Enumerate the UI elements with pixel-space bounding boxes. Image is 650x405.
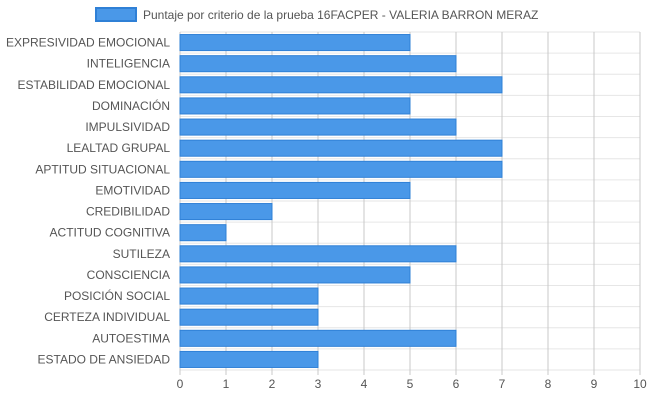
x-tick-label: 7 — [499, 377, 506, 391]
x-tick-label: 10 — [633, 377, 647, 391]
category-label: POSICIÓN SOCIAL — [64, 288, 170, 303]
category-label: EMOTIVIDAD — [95, 183, 170, 197]
bar[interactable] — [179, 245, 457, 263]
x-tick-layer: 0 1 2 3 4 5 6 7 8 9 10 — [177, 377, 647, 391]
bar[interactable] — [179, 181, 411, 199]
category-label: ACTITUD COGNITIVA — [50, 226, 170, 240]
x-tick-label: 0 — [177, 377, 184, 391]
bar-layer — [179, 34, 503, 368]
bar[interactable] — [179, 76, 503, 94]
legend-label: Puntaje por criterio de la prueba 16FACP… — [143, 8, 538, 22]
x-tick-label: 4 — [361, 377, 368, 391]
category-label: AUTOESTIMA — [92, 331, 170, 345]
category-label: SUTILEZA — [113, 247, 170, 261]
bar[interactable] — [179, 308, 319, 326]
bar[interactable] — [179, 118, 457, 136]
bar[interactable] — [179, 139, 503, 157]
bar[interactable] — [179, 55, 457, 73]
x-tick-label: 6 — [453, 377, 460, 391]
category-label: APTITUD SITUACIONAL — [35, 162, 170, 176]
category-label: IMPULSIVIDAD — [85, 120, 170, 134]
category-label: CONSCIENCIA — [87, 268, 170, 282]
x-tick-label: 2 — [269, 377, 276, 391]
category-label: CREDIBILIDAD — [86, 205, 170, 219]
bar[interactable] — [179, 287, 319, 305]
bar[interactable] — [179, 34, 411, 52]
x-tick-label: 3 — [315, 377, 322, 391]
category-label-layer: EXPRESIVIDAD EMOCIONAL INTELIGENCIA ESTABI… — [6, 36, 170, 367]
category-label: EXPRESIVIDAD EMOCIONAL — [6, 36, 170, 50]
x-tick-label: 1 — [223, 377, 230, 391]
category-label: LEALTAD GRUPAL — [67, 141, 171, 155]
bar[interactable] — [179, 224, 227, 242]
x-tick-label: 8 — [545, 377, 552, 391]
legend-swatch[interactable] — [95, 7, 137, 22]
legend[interactable]: Puntaje por criterio de la prueba 16FACP… — [95, 7, 538, 22]
bar[interactable] — [179, 97, 411, 115]
category-label: ESTABILIDAD EMOCIONAL — [18, 78, 171, 92]
bar[interactable] — [179, 329, 457, 347]
category-label: DOMINACIÓN — [92, 98, 170, 113]
category-label: CERTEZA INDIVIDUAL — [44, 310, 170, 324]
category-label: INTELIGENCIA — [87, 57, 170, 71]
bar[interactable] — [179, 160, 503, 178]
bar[interactable] — [179, 203, 273, 221]
bar[interactable] — [179, 266, 411, 284]
bar[interactable] — [179, 350, 319, 368]
category-label: ESTADO DE ANSIEDAD — [38, 352, 171, 366]
x-tick-label: 9 — [591, 377, 598, 391]
x-tick-label: 5 — [407, 377, 414, 391]
